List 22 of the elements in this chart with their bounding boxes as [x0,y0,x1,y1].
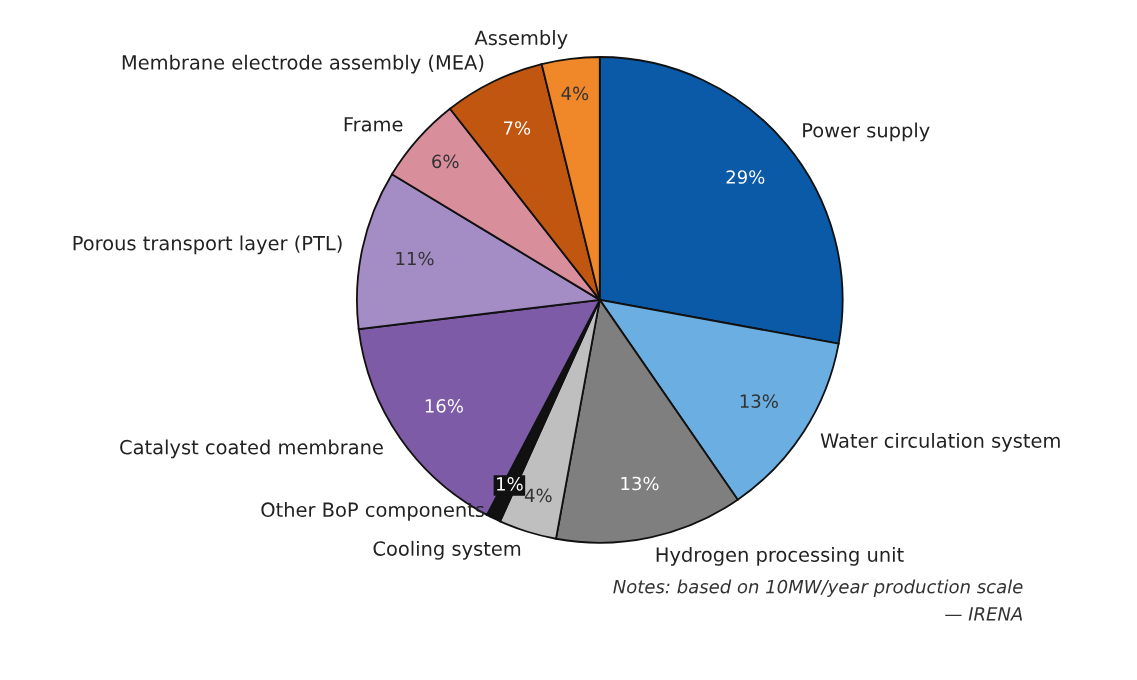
text: — IRENA [945,607,1023,621]
data-label: 6% [432,154,459,169]
slice-label: Hydrogen processing unit [656,546,904,566]
data-label: 1% [497,477,523,491]
data-label: 4% [561,86,589,101]
data-label: 7% [504,121,531,135]
slice-label: Frame [344,117,403,132]
slice-label: Other BoP components [261,502,484,521]
data-label: 29% [726,170,765,184]
slice-label: Membrane electrode assembly (MEA) [122,54,484,74]
slice-label: Power supply [803,122,930,142]
slice-label: Catalyst coated membrane [120,439,383,459]
data-label: 13% [740,394,778,408]
text: Notes: based on 10MW/year production scale [613,579,1023,597]
data-label: 13% [621,476,659,491]
data-label: 4% [524,488,552,503]
data-label: 16% [425,399,463,413]
data-label: 11% [396,251,434,266]
slice-label: Cooling system [373,540,521,560]
slice-label: Water circulation system [820,432,1060,452]
slice-label: Porous transport layer (PTL) [73,235,342,255]
slice-label: Assembly [474,30,568,49]
